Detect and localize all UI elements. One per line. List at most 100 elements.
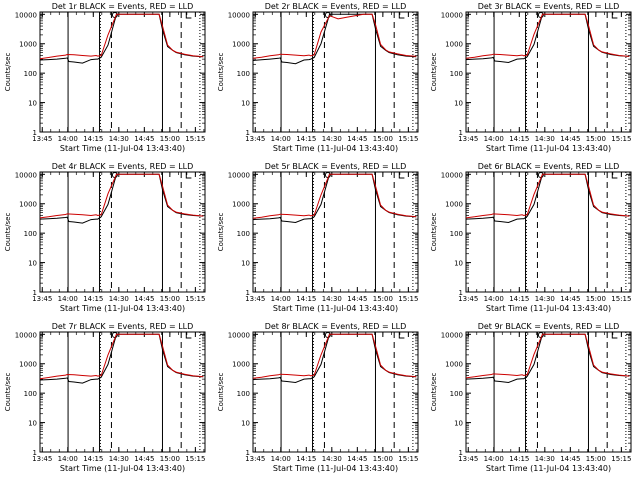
y-tick-label: 10 — [28, 420, 37, 428]
detector-panel-9: Det 9r BLACK = Events, RED = LLD 1 10 100 10… — [426, 320, 639, 480]
y-tick-label: 100 — [24, 70, 37, 78]
y-tick-label: 10000 — [441, 171, 463, 179]
y-axis-label: Counts/sec — [4, 373, 12, 412]
y-tick-label: 10 — [241, 100, 250, 108]
plot-frame — [252, 11, 419, 133]
plot-frame — [465, 331, 632, 453]
x-tick-label: 14:30 — [535, 135, 555, 143]
x-tick-label: 14:15 — [83, 135, 103, 143]
x-tick-label: 14:30 — [322, 295, 342, 303]
detector-panel-7: Det 7r BLACK = Events, RED = LLD 1 10 100 10… — [0, 320, 213, 480]
x-tick-label: 14:00 — [58, 135, 78, 143]
plot-frame — [465, 11, 632, 133]
y-tick-label: 100 — [450, 70, 463, 78]
plot-frame — [39, 331, 206, 453]
plot-frame — [465, 171, 632, 293]
y-tick-label: 10000 — [228, 11, 250, 19]
panel-chart-svg: Det 8r BLACK = Events, RED = LLD 1 10 100 10… — [217, 322, 419, 473]
y-tick-label: 10 — [241, 420, 250, 428]
x-tick-label: 15:00 — [586, 295, 606, 303]
chart-title: Det 3r BLACK = Events, RED = LLD — [478, 2, 620, 11]
chart-title: Det 6r BLACK = Events, RED = LLD — [478, 162, 620, 171]
chart-title: Det 7r BLACK = Events, RED = LLD — [52, 322, 194, 331]
marker-l-shape — [185, 172, 192, 179]
x-tick-label: 15:15 — [611, 295, 631, 303]
y-tick-label: 100 — [24, 230, 37, 238]
y-tick-label: 100 — [450, 390, 463, 398]
x-tick-label: 15:00 — [373, 455, 393, 463]
x-tick-label: 14:30 — [109, 455, 129, 463]
x-tick-label: 14:00 — [58, 455, 78, 463]
x-tick-label: 14:30 — [322, 455, 342, 463]
y-tick-label: 1 — [246, 129, 250, 137]
y-tick-label: 1 — [33, 449, 37, 457]
y-tick-label: 1000 — [232, 41, 250, 49]
marker-l-shape — [611, 172, 618, 179]
x-tick-label: 13:45 — [245, 455, 265, 463]
series-line-events — [39, 333, 204, 384]
series-line-lld — [252, 173, 417, 219]
x-tick-label: 14:45 — [134, 135, 154, 143]
y-tick-label: 10000 — [441, 331, 463, 339]
series-line-events — [252, 13, 417, 65]
y-tick-label: 1 — [246, 449, 250, 457]
y-tick-label: 1 — [459, 449, 463, 457]
y-axis-label: Counts/sec — [217, 53, 225, 92]
x-tick-label: 14:30 — [109, 135, 129, 143]
series-line-lld — [39, 173, 204, 219]
marker-circle — [324, 12, 331, 18]
x-tick-label: 14:30 — [109, 295, 129, 303]
y-tick-label: 1 — [33, 129, 37, 137]
panel-chart-svg: Det 3r BLACK = Events, RED = LLD 1 10 100 10… — [430, 2, 632, 153]
detector-panel-5: Det 5r BLACK = Events, RED = LLD 1 10 100 10… — [213, 160, 426, 320]
x-tick-label: 14:00 — [271, 455, 291, 463]
x-tick-label: 13:45 — [245, 295, 265, 303]
x-tick-label: 14:15 — [509, 455, 529, 463]
x-tick-label: 14:45 — [347, 455, 367, 463]
x-axis-label: Start Time (11-Jul-04 13:43:40) — [486, 464, 611, 473]
x-tick-label: 14:00 — [484, 455, 504, 463]
chart-title: Det 9r BLACK = Events, RED = LLD — [478, 322, 620, 331]
marker-l-shape — [185, 332, 192, 339]
panel-chart-svg: Det 2r BLACK = Events, RED = LLD 1 10 100 10… — [217, 2, 419, 153]
y-tick-label: 1 — [459, 289, 463, 297]
y-tick-label: 10 — [454, 260, 463, 268]
x-tick-label: 14:00 — [58, 295, 78, 303]
series-line-lld — [252, 13, 417, 59]
y-tick-label: 10 — [454, 420, 463, 428]
y-tick-label: 10 — [241, 260, 250, 268]
panel-chart-svg: Det 6r BLACK = Events, RED = LLD 1 10 100 10… — [430, 162, 632, 313]
x-tick-label: 14:45 — [560, 295, 580, 303]
y-tick-label: 10000 — [15, 331, 37, 339]
x-tick-label: 15:15 — [185, 455, 205, 463]
panel-chart-svg: Det 1r BLACK = Events, RED = LLD 1 10 100 10… — [4, 2, 206, 153]
y-tick-label: 10 — [28, 260, 37, 268]
detector-panel-6: Det 6r BLACK = Events, RED = LLD 1 10 100 10… — [426, 160, 639, 320]
x-tick-label: 13:45 — [32, 455, 52, 463]
chart-title: Det 8r BLACK = Events, RED = LLD — [265, 322, 407, 331]
x-axis-label: Start Time (11-Jul-04 13:43:40) — [486, 304, 611, 313]
x-tick-label: 13:45 — [245, 135, 265, 143]
plot-frame — [39, 11, 206, 133]
y-axis-label: Counts/sec — [217, 213, 225, 252]
series-line-lld — [465, 173, 630, 219]
x-tick-label: 14:15 — [509, 295, 529, 303]
detector-panel-1: Det 1r BLACK = Events, RED = LLD 1 10 100 10… — [0, 0, 213, 160]
y-tick-label: 100 — [237, 390, 250, 398]
x-axis-label: Start Time (11-Jul-04 13:43:40) — [273, 144, 398, 153]
y-tick-label: 10000 — [15, 11, 37, 19]
x-tick-label: 14:30 — [535, 455, 555, 463]
x-tick-label: 14:45 — [347, 135, 367, 143]
x-tick-label: 14:45 — [347, 295, 367, 303]
plot-frame — [252, 331, 419, 453]
y-tick-label: 1000 — [232, 201, 250, 209]
x-tick-label: 15:00 — [373, 135, 393, 143]
x-tick-label: 14:00 — [271, 135, 291, 143]
chart-title: Det 4r BLACK = Events, RED = LLD — [52, 162, 194, 171]
y-tick-label: 1 — [246, 289, 250, 297]
x-tick-label: 15:15 — [185, 135, 205, 143]
plot-frame — [252, 171, 419, 293]
x-tick-label: 14:15 — [509, 135, 529, 143]
marker-l-shape — [398, 12, 405, 19]
x-tick-label: 14:30 — [322, 135, 342, 143]
